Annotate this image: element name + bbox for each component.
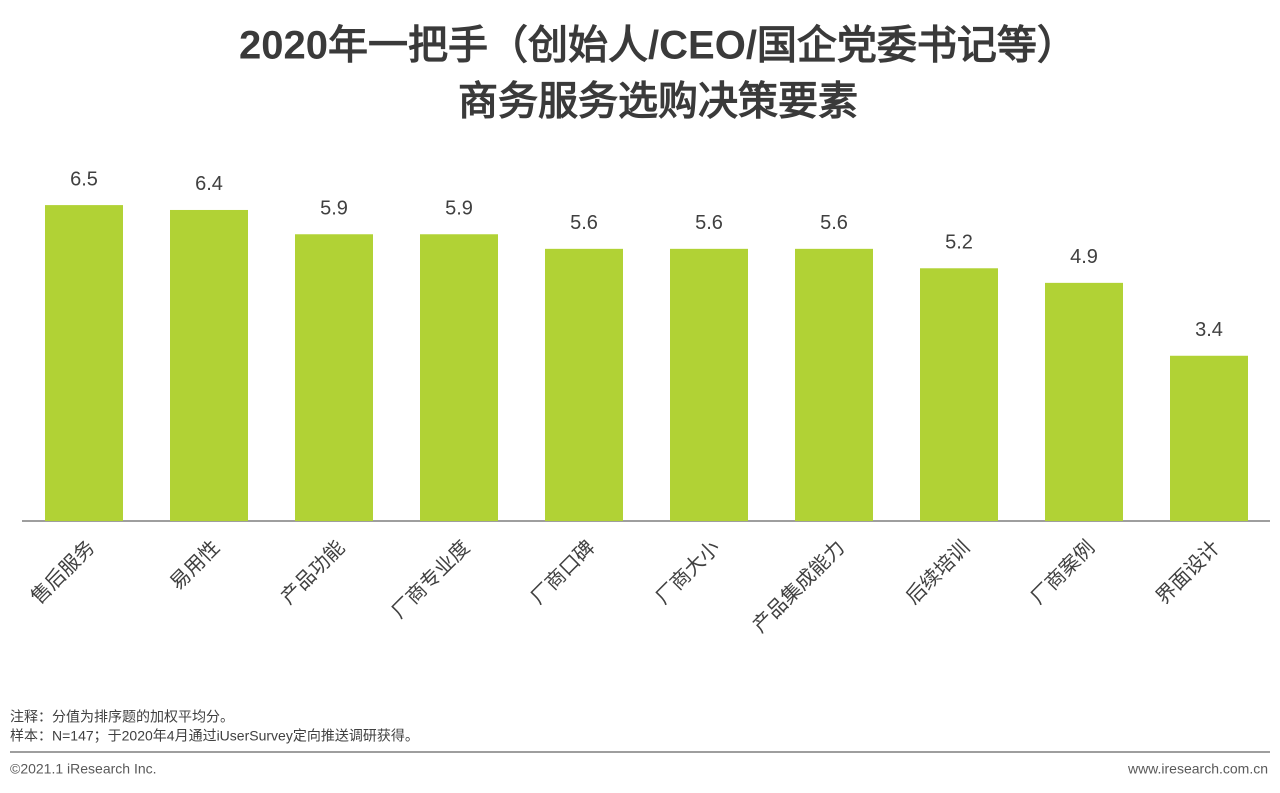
bar xyxy=(295,234,373,521)
chart-title: 商务服务选购决策要素 xyxy=(458,80,858,124)
x-tick-label: 后续培训 xyxy=(901,536,974,609)
footer-left: ©2021.1 iResearch Inc. xyxy=(10,761,157,777)
value-label: 5.6 xyxy=(820,212,848,234)
x-tick-label: 易用性 xyxy=(166,536,225,595)
x-tick-label: 厂商专业度 xyxy=(387,536,474,623)
x-tick-label: 厂商大小 xyxy=(651,536,724,609)
bar xyxy=(170,209,248,521)
value-label: 5.9 xyxy=(445,198,473,220)
footer-right: www.iresearch.com.cn xyxy=(1127,761,1268,777)
value-label: 5.6 xyxy=(695,212,723,234)
x-tick-label: 售后服务 xyxy=(26,536,99,609)
value-label: 5.2 xyxy=(945,232,973,254)
x-tick-label: 界面设计 xyxy=(1151,536,1224,609)
chart-title: 2020年一把手（创始人/CEO/国企党委书记等） xyxy=(239,23,1077,68)
x-tick-label: 产品功能 xyxy=(276,536,349,609)
value-label: 6.4 xyxy=(195,173,223,195)
value-label: 4.9 xyxy=(1070,246,1098,268)
value-label: 6.5 xyxy=(70,168,98,190)
note: 样本：N=147；于2020年4月通过iUserSurvey定向推送调研获得。 xyxy=(10,728,419,745)
bar xyxy=(1045,282,1123,521)
bar xyxy=(545,248,623,521)
bar xyxy=(795,248,873,521)
x-tick-label: 厂商案例 xyxy=(1026,536,1099,609)
value-label: 3.4 xyxy=(1195,319,1223,341)
bar xyxy=(920,268,998,521)
x-tick-label: 厂商口碑 xyxy=(526,536,599,609)
bar xyxy=(1170,355,1248,521)
value-label: 5.9 xyxy=(320,198,348,220)
bar xyxy=(670,248,748,521)
x-tick-label: 产品集成能力 xyxy=(748,536,849,637)
note: 注释：分值为排序题的加权平均分。 xyxy=(10,709,234,725)
value-label: 5.6 xyxy=(570,212,598,234)
bar xyxy=(45,205,123,521)
bar xyxy=(420,234,498,521)
